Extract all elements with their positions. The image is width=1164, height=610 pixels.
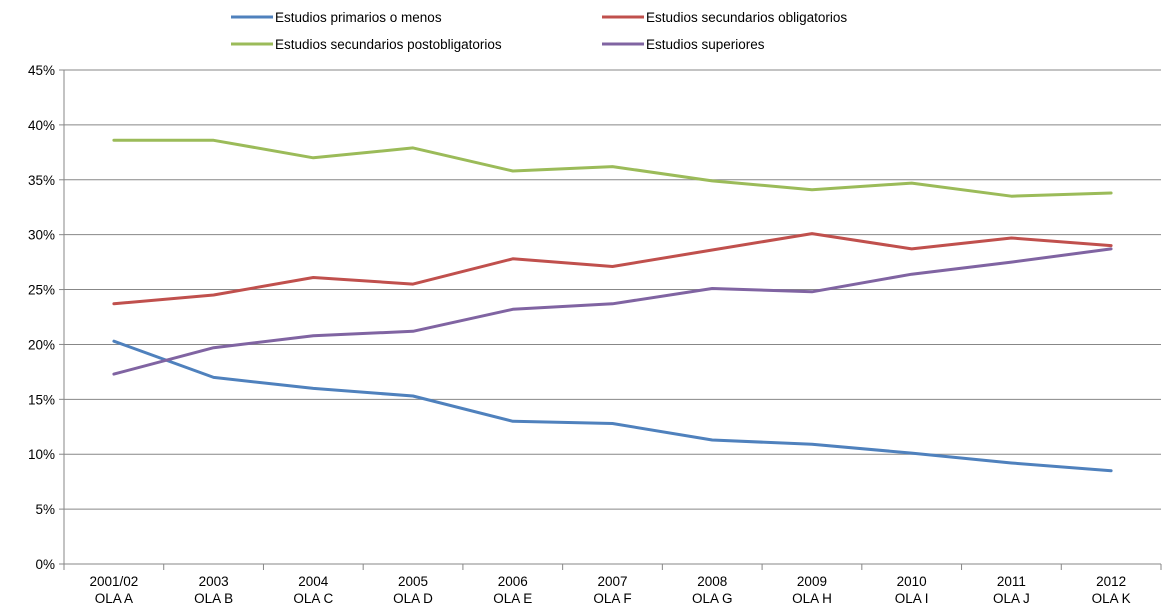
- y-tick-label: 25%: [28, 283, 55, 298]
- y-tick-label: 15%: [28, 392, 55, 407]
- x-tick-label: 2011: [997, 574, 1026, 589]
- y-tick-label: 5%: [35, 502, 55, 517]
- series-line-3: [112, 138, 1113, 198]
- x-tick-label: OLA G: [692, 591, 733, 606]
- legend-label-4: Estudios superiores: [646, 37, 765, 52]
- y-tick-label: 35%: [28, 173, 55, 188]
- x-tick-label: OLA J: [993, 591, 1030, 606]
- x-tick-label: 2006: [498, 574, 528, 589]
- series-line-1: [112, 339, 1113, 473]
- y-tick-label: 45%: [28, 63, 55, 78]
- x-tick-label: 2008: [697, 574, 727, 589]
- x-tick-label: OLA H: [792, 591, 832, 606]
- x-tick-label: OLA C: [293, 591, 333, 606]
- x-tick-label: OLA D: [393, 591, 433, 606]
- x-tick-label: OLA A: [95, 591, 133, 606]
- x-tick-label: 2003: [199, 574, 229, 589]
- axes: 0% 5% 10% 15% 20% 25% 30% 35% 40% 45% 2001/02 OLA A…: [28, 63, 1162, 606]
- x-tick-label: 2007: [597, 574, 627, 589]
- series-group: [112, 138, 1113, 473]
- legend-label-3: Estudios secundarios postobligatorios: [275, 37, 502, 52]
- x-tick-label: OLA K: [1092, 591, 1131, 606]
- series-line-4: [112, 247, 1113, 376]
- y-tick-label: 20%: [28, 337, 55, 352]
- legend-label-2: Estudios secundarios obligatorios: [646, 10, 847, 25]
- y-tick-label: 10%: [28, 447, 55, 462]
- y-tick-label: 0%: [35, 557, 55, 572]
- x-tick-label: 2005: [398, 574, 428, 589]
- x-tick-label: OLA I: [895, 591, 929, 606]
- y-tick-label: 30%: [28, 228, 55, 243]
- x-tick-label: 2010: [897, 574, 927, 589]
- x-tick-label: OLA F: [593, 591, 631, 606]
- chart-legend: Estudios primarios o menos Estudios secun…: [231, 10, 847, 52]
- x-tick-label: 2009: [797, 574, 827, 589]
- series-line-2: [112, 232, 1113, 306]
- x-tick-label: OLA B: [194, 591, 233, 606]
- y-tick-label: 40%: [28, 118, 55, 133]
- x-tick-label: OLA E: [493, 591, 532, 606]
- x-tick-label: 2004: [298, 574, 329, 589]
- x-tick-label: 2001/02: [89, 574, 138, 589]
- x-tick-label: 2012: [1096, 574, 1126, 589]
- legend-label-1: Estudios primarios o menos: [275, 10, 442, 25]
